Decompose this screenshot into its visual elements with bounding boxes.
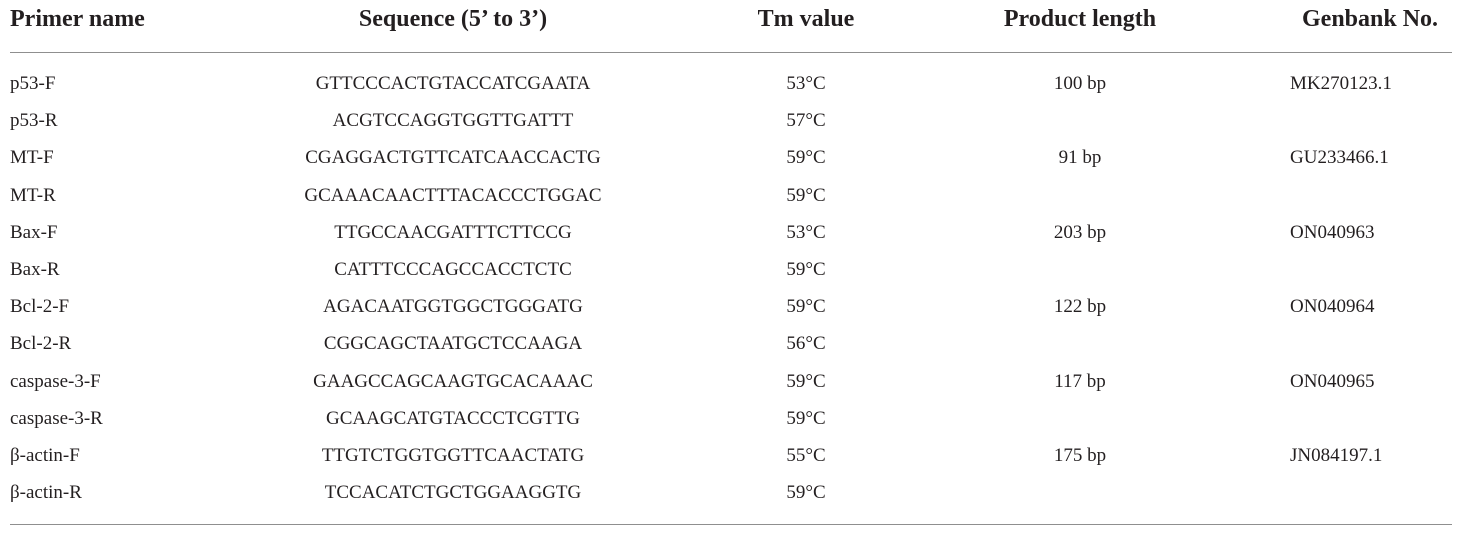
- sequence-cell: CATTTCCCAGCCACCTCTC: [334, 259, 572, 280]
- primer-name-cell: MT-R: [10, 185, 56, 206]
- header-primer-name: Primer name: [10, 6, 145, 32]
- tm-value-cell: 55°C: [786, 445, 826, 466]
- sequence-cell: AGACAATGGTGGCTGGGATG: [323, 296, 583, 317]
- tm-value-cell: 53°C: [786, 222, 826, 243]
- primer-name-cell: p53-R: [10, 110, 58, 131]
- header-tm-value: Tm value: [757, 6, 855, 32]
- sequence-cell: TTGCCAACGATTTCTTCCG: [334, 222, 572, 243]
- sequence-cell: CGGCAGCTAATGCTCCAAGA: [323, 333, 583, 354]
- primer-name-cell: caspase-3-R: [10, 408, 103, 429]
- header-product-length: Product length: [1003, 6, 1157, 32]
- tm-value-cell: 57°C: [786, 110, 826, 131]
- sequence-cell: GCAAGCATGTACCCTCGTTG: [326, 408, 580, 429]
- primer-name-cell: Bax-R: [10, 259, 60, 280]
- primer-name-cell: Bax-F: [10, 222, 58, 243]
- bottom-rule: [10, 524, 1452, 525]
- primer-name-cell: p53-F: [10, 73, 56, 94]
- primer-name-cell: Bcl-2-F: [10, 296, 70, 317]
- primer-name-cell: Bcl-2-R: [10, 333, 72, 354]
- sequence-cell: TCCACATCTGCTGGAAGGTG: [324, 482, 582, 503]
- header-sequence: Sequence (5’ to 3’): [358, 6, 548, 32]
- genbank-cell: MK270123.1: [1290, 73, 1392, 94]
- sequence-cell: ACGTCCAGGTGGTTGATTT: [332, 110, 574, 131]
- primer-name-cell: β-actin-R: [10, 482, 82, 503]
- tm-value-cell: 56°C: [786, 333, 826, 354]
- tm-value-cell: 59°C: [786, 482, 826, 503]
- tm-value-cell: 59°C: [786, 408, 826, 429]
- primer-name-cell: β-actin-F: [10, 445, 80, 466]
- tm-value-cell: 59°C: [786, 296, 826, 317]
- genbank-cell: ON040963: [1290, 222, 1375, 243]
- tm-value-cell: 53°C: [786, 73, 826, 94]
- tm-value-cell: 59°C: [786, 147, 826, 168]
- product-length-cell: 122 bp: [1053, 296, 1107, 317]
- product-length-cell: 100 bp: [1053, 73, 1107, 94]
- product-length-cell: 203 bp: [1053, 222, 1107, 243]
- tm-value-cell: 59°C: [786, 185, 826, 206]
- product-length-cell: 117 bp: [1054, 371, 1106, 392]
- genbank-cell: ON040965: [1290, 371, 1375, 392]
- primer-name-cell: caspase-3-F: [10, 371, 101, 392]
- header-rule: [10, 52, 1452, 53]
- sequence-cell: GAAGCCAGCAAGTGCACAAAC: [313, 371, 593, 392]
- sequence-cell: CGAGGACTGTTCATCAACCACTG: [305, 147, 601, 168]
- sequence-cell: GTTCCCACTGTACCATCGAATA: [315, 73, 591, 94]
- sequence-cell: TTGTCTGGTGGTTCAACTATG: [321, 445, 585, 466]
- primer-name-cell: MT-F: [10, 147, 54, 168]
- header-genbank: Genbank No.: [1302, 6, 1439, 32]
- tm-value-cell: 59°C: [786, 259, 826, 280]
- product-length-cell: 91 bp: [1058, 147, 1102, 168]
- product-length-cell: 175 bp: [1053, 445, 1107, 466]
- tm-value-cell: 59°C: [786, 371, 826, 392]
- genbank-cell: GU233466.1: [1290, 147, 1389, 168]
- sequence-cell: GCAAACAACTTTACACCCTGGAC: [304, 185, 602, 206]
- genbank-cell: ON040964: [1290, 296, 1375, 317]
- genbank-cell: JN084197.1: [1290, 445, 1383, 466]
